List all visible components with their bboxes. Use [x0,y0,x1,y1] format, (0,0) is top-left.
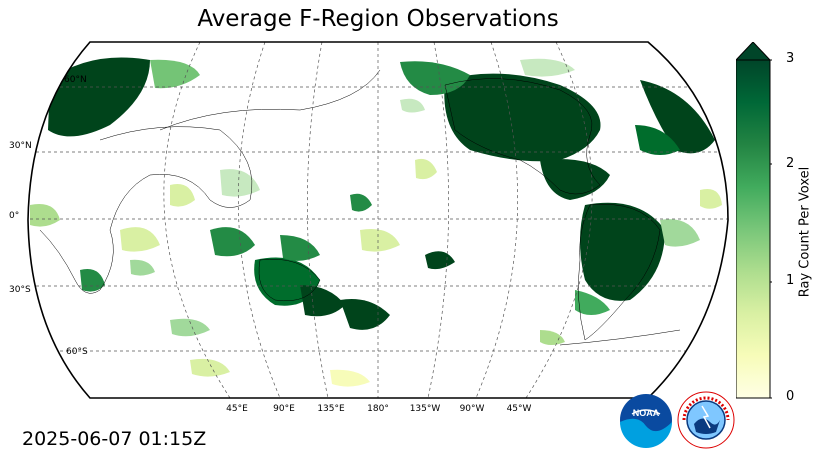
lon-label-90w: 90°W [459,404,485,414]
colorbar-label: Ray Count Per Voxel [797,166,813,298]
map-title: Average F-Region Observations [197,6,559,32]
colorbar-tick-0: 0 [786,389,795,404]
lat-label-30n: 30°N [9,141,32,151]
timestamp: 2025-06-07 01:15Z [22,428,207,450]
colorbar-tick-2: 2 [786,156,795,171]
lat-label-60s: 60°S [66,347,88,357]
nws-logo [677,391,735,449]
gridlines [28,42,728,398]
coastlines [39,69,681,346]
svg-text:NOAA: NOAA [633,408,660,418]
lon-label-135w: 135°W [409,404,441,414]
lon-label-135e: 135°E [317,404,345,414]
lat-label-30s: 30°S [9,285,31,295]
lon-label-45w: 45°W [506,404,532,414]
lat-label-60n: 60°N [64,75,87,85]
colorbar-tick-3: 3 [786,51,795,66]
lon-label-90e: 90°E [273,404,295,414]
lat-label-0: 0° [9,211,20,221]
lon-label-45e: 45°E [226,404,248,414]
colorbar [736,42,772,399]
noaa-logo: NOAA [620,394,672,448]
colorbar-tick-1: 1 [786,273,795,288]
lon-label-180: 180° [367,404,389,414]
observation-fill [30,57,722,387]
